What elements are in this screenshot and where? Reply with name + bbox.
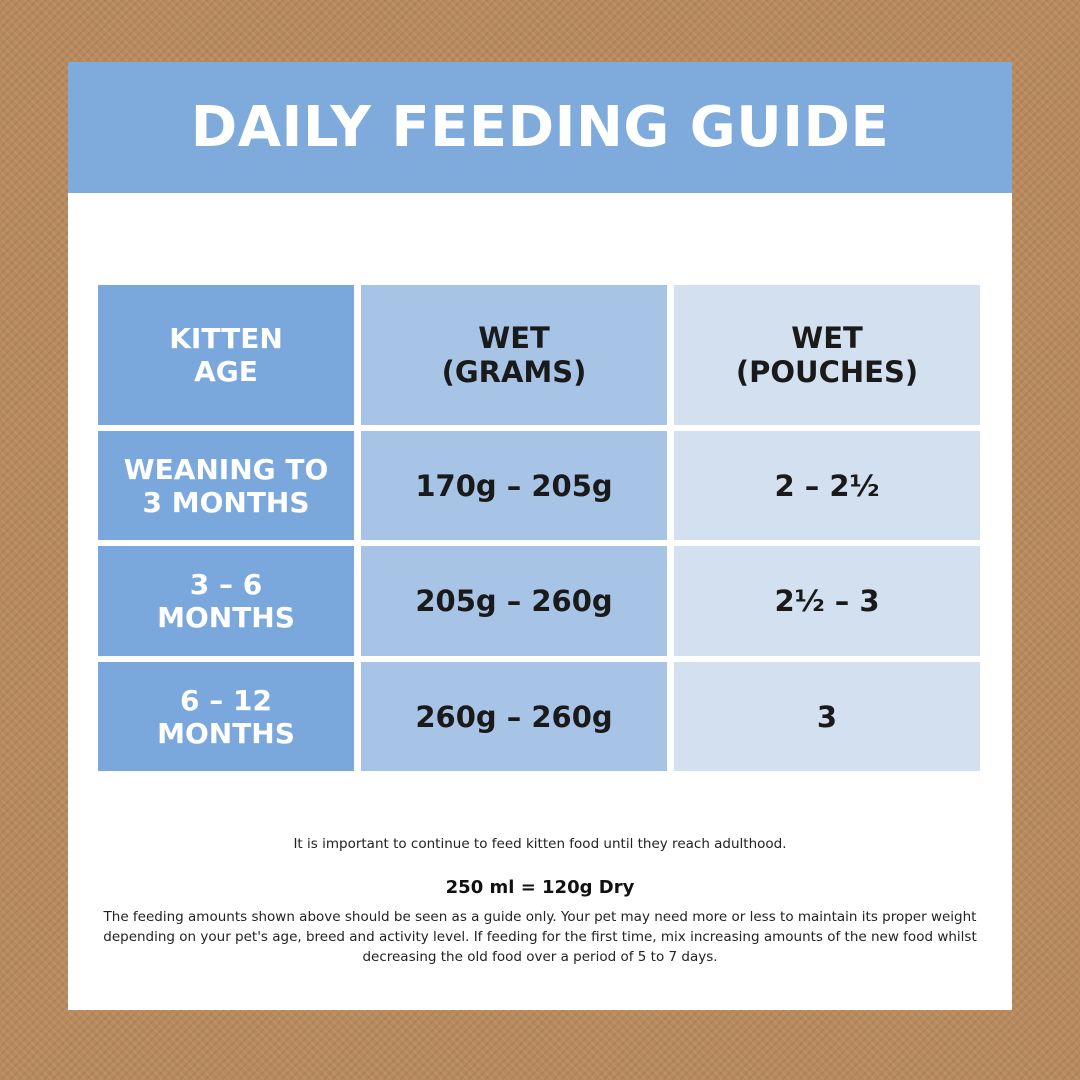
cell-line: 260g – 260g [415, 699, 613, 734]
cell-line: KITTEN [169, 322, 283, 355]
cell-line: AGE [194, 355, 258, 388]
header-cell: WET (POUCHES) [674, 285, 980, 425]
amount-cell: 3 [674, 662, 980, 771]
disclaimer-note: The feeding amounts shown above should b… [103, 909, 977, 965]
cell-line: 3 [816, 699, 838, 734]
cell-line: 6 – 12 [180, 683, 272, 717]
amount-cell: 2½ – 3 [674, 546, 980, 656]
amount-cell: 2 – 2½ [674, 431, 980, 540]
reminder-note: It is important to continue to feed kitt… [293, 836, 787, 852]
header-cell: WET (GRAMS) [361, 285, 667, 425]
cell-line: (GRAMS) [441, 355, 587, 389]
cell-line: 170g – 205g [415, 468, 613, 503]
age-cell: 6 – 12 MONTHS [98, 662, 354, 771]
cell-line: 3 – 6 [189, 568, 263, 601]
guide-panel: DAILY FEEDING GUIDE KITTEN AGE WET (GRAMS) W… [68, 62, 1012, 1010]
amount-cell: 205g – 260g [361, 546, 667, 656]
cell-line: WET [791, 321, 863, 355]
age-cell: WEANING TO 3 MONTHS [98, 431, 354, 540]
age-cell: 3 – 6 MONTHS [98, 546, 354, 656]
feeding-table: KITTEN AGE WET (GRAMS) WET (POUCHES) WEANING T… [98, 285, 980, 771]
header-cell: KITTEN AGE [98, 285, 354, 425]
cell-line: MONTHS [157, 716, 295, 750]
amount-cell: 170g – 205g [361, 431, 667, 540]
header-band: DAILY FEEDING GUIDE [68, 62, 1012, 193]
cell-line: 2½ – 3 [774, 584, 880, 618]
conversion-note: 250 ml = 120g Dry [445, 877, 635, 898]
cell-line: WET [478, 321, 550, 355]
cell-line: 205g – 260g [415, 584, 613, 618]
cell-line: (POUCHES) [735, 355, 919, 389]
cell-line: WEANING TO [123, 452, 329, 486]
cell-line: MONTHS [157, 601, 295, 634]
amount-cell: 260g – 260g [361, 662, 667, 771]
cell-line: 2 – 2½ [774, 468, 880, 503]
title: DAILY FEEDING GUIDE [190, 95, 890, 160]
cell-line: 3 MONTHS [142, 485, 310, 519]
